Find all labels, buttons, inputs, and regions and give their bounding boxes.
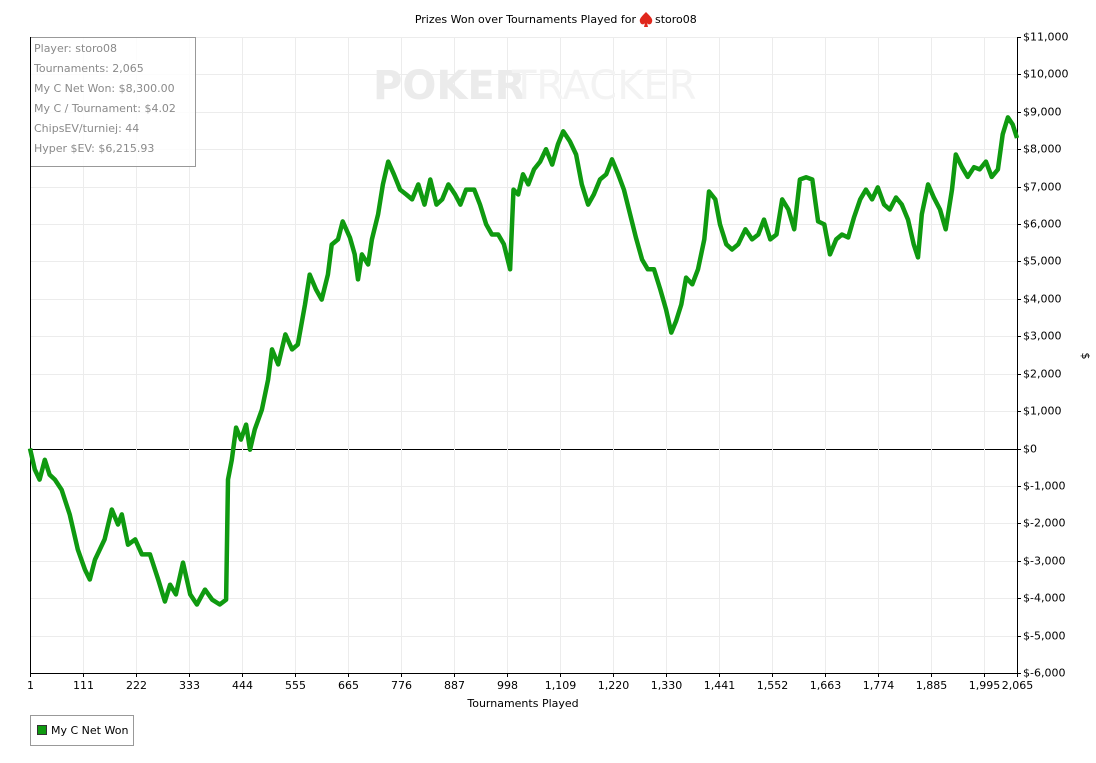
stat-line: ChipsEV/turniej: 44 [34,122,139,135]
y-tick-label: $7,000 [1023,181,1062,194]
y-tick-label: $6,000 [1023,218,1062,231]
y-tick-label: $-3,000 [1023,555,1065,568]
stats-box [30,37,196,167]
watermark: POKER [373,63,525,109]
y-tick-label: $-6,000 [1023,667,1065,680]
x-tick-label: 1,441 [704,679,736,692]
legend-label: My C Net Won [51,724,128,737]
y-tick-label: $-1,000 [1023,480,1065,493]
y-tick-label: $-2,000 [1023,517,1065,530]
x-tick-label: 1,995 [969,679,1001,692]
x-axis-label: Tournaments Played [466,697,578,710]
x-tick-label: 555 [285,679,306,692]
y-tick-label: $3,000 [1023,330,1062,343]
legend [30,715,134,746]
stat-line: Player: storo08 [34,42,117,55]
x-tick-label: 1,774 [863,679,895,692]
stat-line: Hyper $EV: $6,215.93 [34,142,154,155]
legend-swatch [37,725,47,735]
x-tick-label: 1,220 [598,679,630,692]
y-tick-label: $2,000 [1023,368,1062,381]
y-tick-label: $1,000 [1023,405,1062,418]
stat-line: My C Net Won: $8,300.00 [34,82,175,95]
x-tick-label: 1,663 [810,679,842,692]
x-tick-label: 1,330 [651,679,683,692]
x-tick-label: 1,885 [916,679,948,692]
x-tick-label: 444 [232,679,253,692]
y-tick-label: $-4,000 [1023,592,1065,605]
stat-line: Tournaments: 2,065 [33,62,144,75]
chart-title: Prizes Won over Tournaments Played for [415,13,637,26]
watermark: TRACKER [511,63,697,109]
y-tick-label: $5,000 [1023,255,1062,268]
y-tick-label: $8,000 [1023,143,1062,156]
y-axis-label: $ [1079,353,1092,360]
x-tick-label: 1,109 [545,679,577,692]
data-line [27,115,1020,607]
y-tick-label: $4,000 [1023,293,1062,306]
x-tick-label: 333 [179,679,200,692]
x-tick-label: 776 [391,679,412,692]
y-tick-label: $9,000 [1023,106,1062,119]
x-tick-label: 998 [497,679,518,692]
x-tick-label: 665 [338,679,359,692]
player-name: storo08 [655,13,697,26]
y-tick-label: $11,000 [1023,31,1069,44]
x-tick-label: 222 [126,679,147,692]
y-tick-label: $10,000 [1023,68,1069,81]
x-tick-label: 111 [73,679,94,692]
x-tick-label: 2,065 [1002,679,1034,692]
x-tick-label: 1,552 [757,679,789,692]
stat-line: My C / Tournament: $4.02 [34,102,176,115]
spade-icon [639,12,653,27]
y-tick-label: $-5,000 [1023,630,1065,643]
x-tick-label: 887 [444,679,465,692]
x-tick-label: 1 [27,679,34,692]
y-tick-label: $0 [1023,443,1037,456]
